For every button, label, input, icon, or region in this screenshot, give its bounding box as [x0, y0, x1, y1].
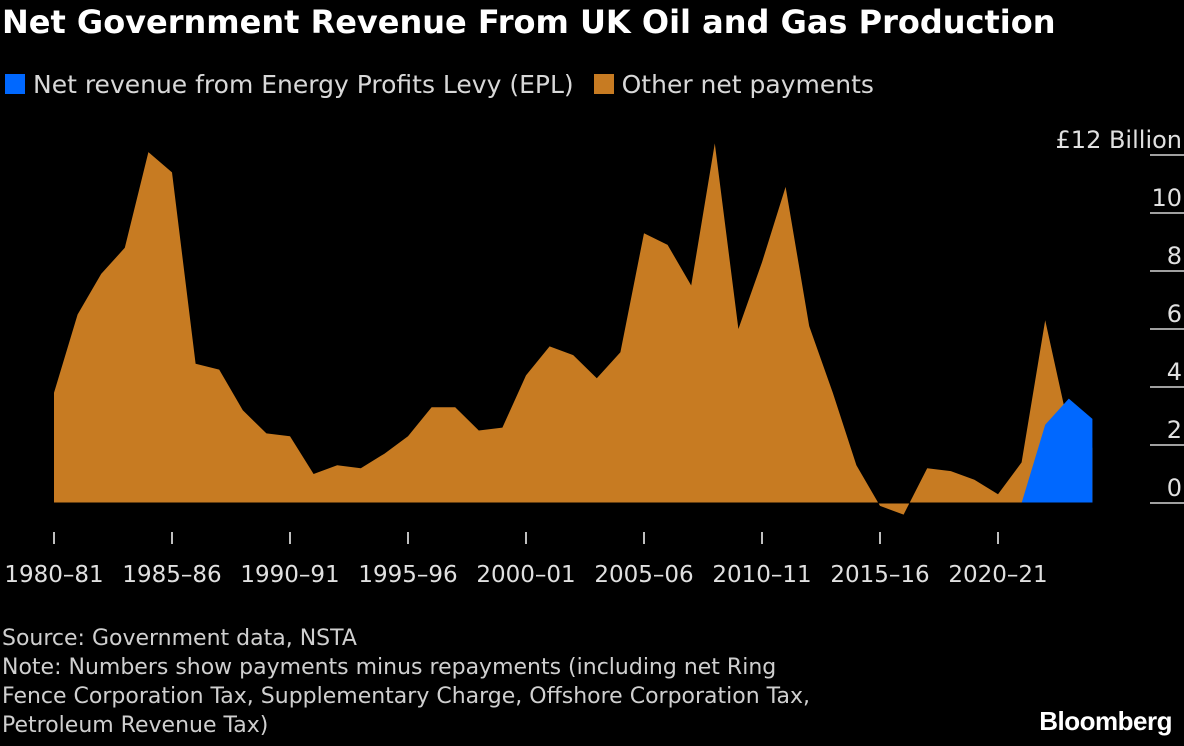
- y-tick-label-0: 0: [1167, 474, 1182, 502]
- legend-swatch-epl: [5, 74, 25, 94]
- footer: Source: Government data, NSTA Note: Numb…: [2, 624, 810, 740]
- note-line-1: Note: Numbers show payments minus repaym…: [2, 655, 777, 680]
- bloomberg-logo: Bloomberg: [1039, 706, 1172, 736]
- chart-title: Net Government Revenue From UK Oil and G…: [2, 3, 1056, 41]
- x-tick-label-2020-21: 2020–21: [948, 562, 1047, 588]
- note-line-3: Petroleum Revenue Tax): [2, 713, 269, 738]
- x-tick-label-1995-96: 1995–96: [358, 562, 457, 588]
- legend-item-epl: Net revenue from Energy Profits Levy (EP…: [5, 70, 574, 99]
- source-text: Source: Government data, NSTA: [2, 626, 357, 651]
- y-tick-label-2: 2: [1167, 416, 1182, 444]
- y-tick-label-10: 10: [1151, 184, 1182, 212]
- legend: Net revenue from Energy Profits Levy (EP…: [5, 66, 894, 102]
- y-tick-label-4: 4: [1167, 358, 1182, 386]
- legend-swatch-other: [593, 74, 614, 94]
- legend-label-epl: Net revenue from Energy Profits Levy (EP…: [33, 69, 574, 99]
- legend-label-other: Other net payments: [621, 69, 874, 99]
- x-tick-label-1985-86: 1985–86: [122, 562, 221, 588]
- x-tick-label-2005-06: 2005–06: [594, 562, 693, 588]
- x-tick-label-1980-81: 1980–81: [4, 562, 103, 588]
- x-tick-label-1990-91: 1990–91: [240, 562, 339, 588]
- legend-item-other: Other net payments: [593, 69, 874, 99]
- series-area-other-net-payments: [54, 143, 1093, 515]
- y-tick-label-12: £12 Billion: [1056, 126, 1182, 154]
- note-line-2: Fence Corporation Tax, Supplementary Cha…: [2, 684, 810, 709]
- x-tick-label-2010-11: 2010–11: [712, 562, 811, 588]
- series-area-epl: [1021, 398, 1093, 503]
- y-tick-label-8: 8: [1167, 242, 1182, 270]
- x-tick-label-2000-01: 2000–01: [476, 562, 575, 588]
- x-tick-label-2015-16: 2015–16: [830, 562, 929, 588]
- y-tick-label-6: 6: [1167, 300, 1182, 328]
